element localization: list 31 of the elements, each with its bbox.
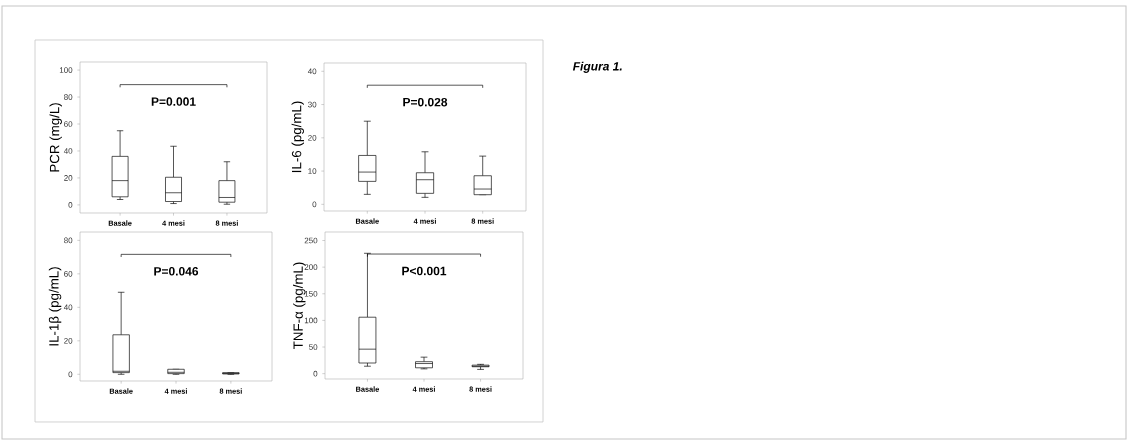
y-axis-title: IL-6 (pg/mL) xyxy=(291,101,304,173)
y-tick-label: 150 xyxy=(304,290,318,297)
y-tick-label: 40 xyxy=(63,148,73,154)
annotation: P=0.001 xyxy=(151,97,196,106)
y-tick-label: 60 xyxy=(64,271,73,277)
y-axis-title: TNF-α (pg/mL) xyxy=(293,262,306,350)
y-tick-label: 0 xyxy=(68,371,73,378)
y-tick-label: 20 xyxy=(308,134,317,141)
y-tick-label: 30 xyxy=(308,101,317,108)
y-tick-label: 80 xyxy=(64,94,73,100)
y-tick-label: 50 xyxy=(309,344,318,350)
y-tick-label: 100 xyxy=(304,317,318,324)
y-tick-label: 0 xyxy=(312,201,317,208)
y-tick-label: 200 xyxy=(304,264,318,270)
y-axis-title: IL-1β (pg/mL) xyxy=(48,267,62,346)
y-tick-label: 250 xyxy=(304,237,318,244)
y-axis-title: PCR (mg/L) xyxy=(49,103,62,172)
y-tick-label: 80 xyxy=(64,237,73,244)
annotation: P<0.001 xyxy=(402,266,447,276)
text: Figura 1. xyxy=(572,61,622,73)
y-tick-label: 40 xyxy=(63,304,73,311)
y-tick-label: 0 xyxy=(68,202,73,208)
annotation: P=0.046 xyxy=(154,267,199,276)
y-tick-label: 0 xyxy=(313,370,318,377)
y-tick-label: 10 xyxy=(308,168,317,174)
y-tick-label: 20 xyxy=(64,337,73,344)
y-tick-label: 20 xyxy=(64,175,73,181)
y-tick-label: 100 xyxy=(59,67,73,73)
y-tick-label: 60 xyxy=(64,121,73,127)
annotation: P=0.028 xyxy=(403,97,448,107)
y-tick-label: 40 xyxy=(307,68,317,75)
